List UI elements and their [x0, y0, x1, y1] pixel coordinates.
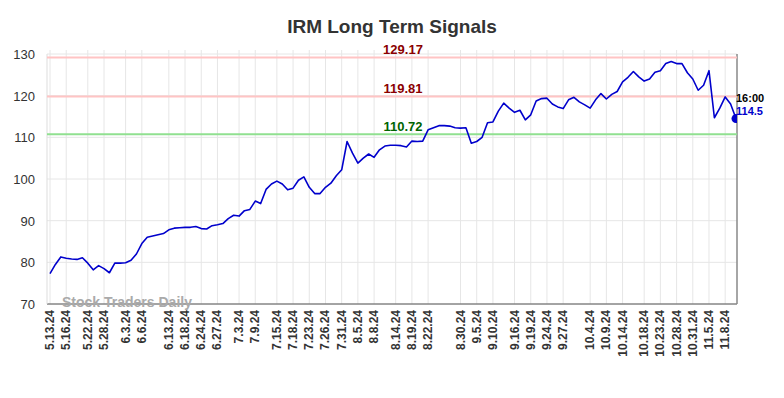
grid-line [725, 50, 726, 304]
x-tick-label: 8.5.24 [351, 310, 365, 344]
grid-line [217, 50, 218, 304]
y-tick-label: 130 [13, 47, 35, 62]
y-tick-label: 80 [21, 255, 35, 270]
x-tick-label: 7.31.24 [335, 310, 349, 350]
x-tick-label: 9.27.24 [556, 310, 570, 350]
grid-line [514, 50, 515, 304]
x-tick-label: 7.23.24 [302, 310, 316, 350]
grid-line [239, 50, 240, 304]
x-tick-label: 7.18.24 [286, 310, 300, 350]
x-tick-label: 7.26.24 [318, 310, 332, 350]
y-tick-label: 120 [13, 89, 35, 104]
x-tick-label: 9.24.24 [540, 310, 554, 350]
x-tick-label: 10.18.24 [637, 310, 651, 357]
y-tick-label: 90 [21, 214, 35, 229]
signal-label: 119.81 [383, 81, 422, 96]
grid-line [168, 50, 169, 304]
grid-line [563, 50, 564, 304]
x-tick-label: 6.27.24 [210, 310, 224, 350]
x-tick-label: 10.23.24 [653, 310, 667, 357]
grid-line [47, 220, 737, 221]
x-tick-label: 10.9.24 [599, 310, 613, 350]
signal-label: 110.72 [383, 119, 422, 134]
x-tick-label: 10.31.24 [686, 310, 700, 357]
x-tick-label: 7.9.24 [248, 310, 262, 344]
x-tick-label: 5.16.24 [59, 310, 73, 350]
grid-line [309, 50, 310, 304]
y-tick-label: 100 [13, 172, 35, 187]
x-tick-label: 9.10.24 [486, 310, 500, 350]
grid-line [374, 50, 375, 304]
grid-line [546, 50, 547, 304]
x-tick-label: 6.13.24 [162, 310, 176, 350]
grid-line [47, 179, 737, 180]
x-tick-label: 9.5.24 [470, 310, 484, 344]
grid-line [47, 137, 737, 138]
x-tick-label: 8.19.24 [405, 310, 419, 350]
grid-line [87, 50, 88, 304]
x-tick-label: 8.22.24 [421, 310, 435, 350]
grid-line [141, 50, 142, 304]
x-tick-label: 6.6.24 [135, 310, 149, 344]
x-tick-label: 6.18.24 [178, 310, 192, 350]
y-tick-label: 110 [14, 130, 35, 145]
x-tick-label: 8.14.24 [389, 310, 403, 350]
grid-line [644, 50, 645, 304]
x-tick-label: 9.19.24 [524, 310, 538, 350]
grid-line [530, 50, 531, 304]
signal-label: 129.17 [383, 42, 423, 57]
title: IRM Long Term Signals [287, 16, 497, 37]
grid-line [47, 262, 737, 263]
grid-line [606, 50, 607, 304]
y-axis [47, 54, 48, 304]
x-tick-label: 7.3.24 [232, 310, 246, 344]
grid-line [590, 50, 591, 304]
x-tick-label: 10.28.24 [670, 310, 684, 357]
grid-line [125, 50, 126, 304]
x-tick-label: 5.28.24 [97, 310, 111, 350]
grid-line [476, 50, 477, 304]
x-tick-label: 8.8.24 [367, 310, 381, 344]
grid-line [66, 50, 67, 304]
price-line [50, 62, 736, 274]
x-tick-label: 6.24.24 [194, 310, 208, 350]
grid-line [341, 50, 342, 304]
grid-line [357, 50, 358, 304]
x-tick-label: 11.5.24 [702, 310, 716, 350]
grid-line [201, 50, 202, 304]
last-annotation: 114.5 [736, 105, 763, 117]
grid-line [708, 50, 709, 304]
grid-line [492, 50, 493, 304]
x-tick-label: 11.8.24 [718, 310, 732, 350]
grid-line [293, 50, 294, 304]
grid-line [255, 50, 256, 304]
grid-line [104, 50, 105, 304]
x-tick-label: 10.4.24 [583, 310, 597, 350]
grid-line [276, 50, 277, 304]
x-tick-label: 8.30.24 [454, 310, 468, 350]
grid-line [622, 50, 623, 304]
x-tick-label: 5.22.24 [81, 310, 95, 350]
x-tick-label: 9.16.24 [508, 310, 522, 350]
grid-line [325, 50, 326, 304]
y-tick-label: 70 [21, 297, 35, 312]
grid-line [692, 50, 693, 304]
grid-line [50, 50, 51, 304]
watermark: Stock Traders Daily [62, 294, 192, 310]
grid-line [660, 50, 661, 304]
grid-line [460, 50, 461, 304]
grid-line [185, 50, 186, 304]
x-tick-label: 5.13.24 [43, 310, 57, 350]
x-tick-label: 7.15.24 [270, 310, 284, 350]
x-tick-label: 10.14.24 [616, 310, 630, 357]
plot-area [47, 57, 737, 273]
last-annotation: 16:00 [736, 92, 764, 104]
grid-line [676, 50, 677, 304]
x-tick-label: 6.3.24 [119, 310, 133, 344]
grid-line [428, 50, 429, 304]
